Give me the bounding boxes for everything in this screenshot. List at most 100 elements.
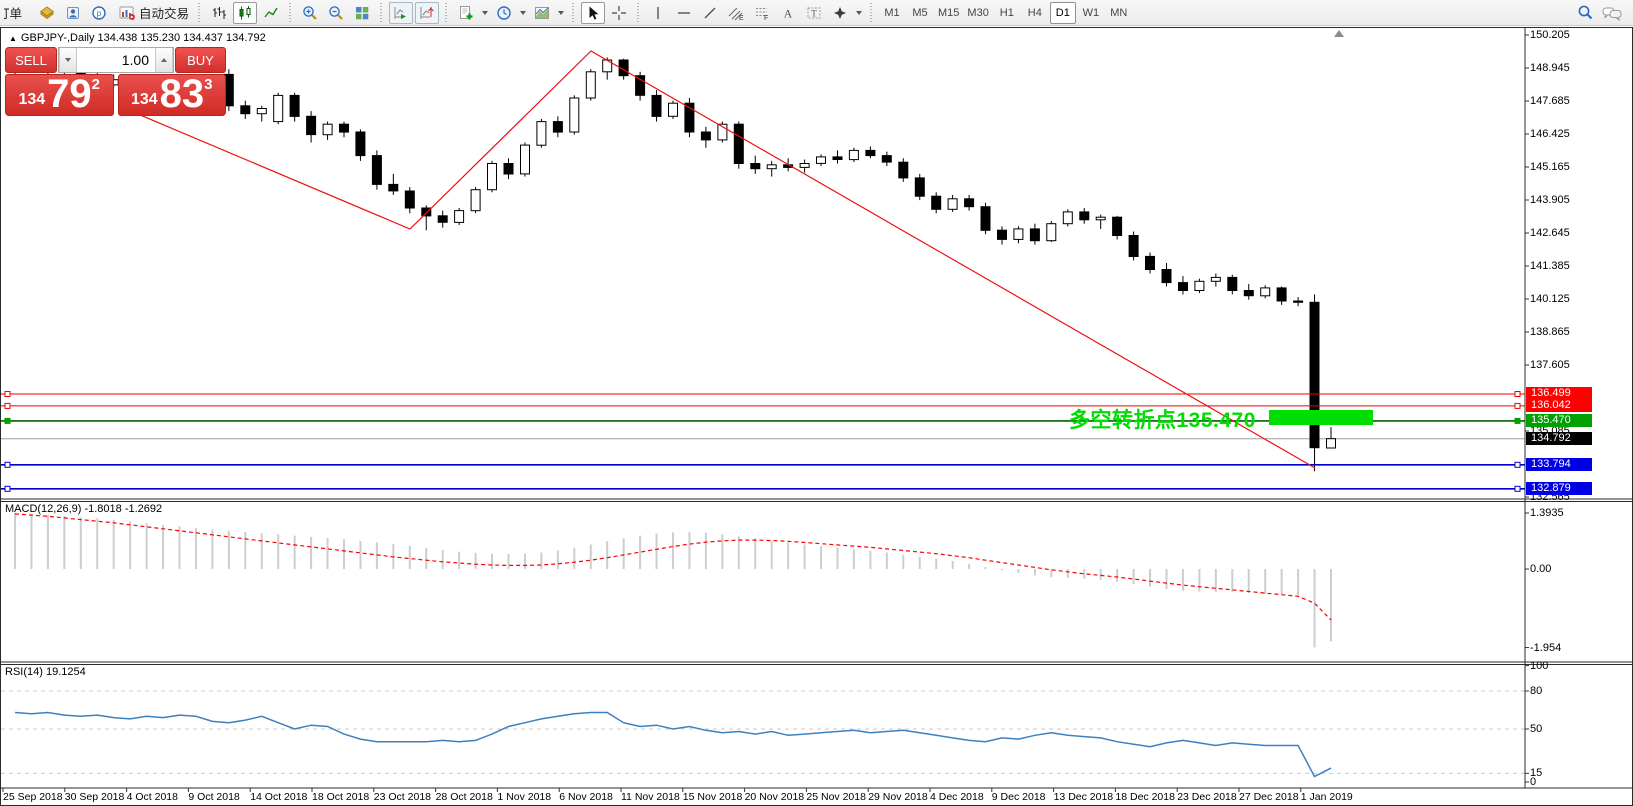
trade-panel-price-row: 134 79 2 134 83 3	[5, 74, 226, 116]
templates-dropdown-caret[interactable]	[558, 10, 565, 15]
tile-windows-button[interactable]	[350, 2, 374, 24]
crosshair-icon	[611, 5, 627, 21]
symbol-marker-icon: ▲	[9, 33, 17, 43]
text-label-icon: T	[806, 5, 822, 21]
sell-price-display[interactable]: 134 79 2	[5, 74, 114, 116]
navigator-icon	[65, 5, 81, 21]
vertical-line-icon	[650, 5, 666, 21]
trendline-button[interactable]	[698, 2, 722, 24]
macd-histogram	[14, 512, 1332, 648]
arrows-dropdown-caret[interactable]	[856, 10, 863, 15]
search-button[interactable]	[1573, 2, 1597, 24]
arrows-button[interactable]	[828, 2, 852, 24]
pivot-annotation-text[interactable]: 多空转折点135.470	[1069, 409, 1256, 432]
zoom-in-icon	[302, 5, 318, 21]
terminal-button[interactable]: p	[87, 2, 111, 24]
timeframe-button-W1[interactable]: W1	[1078, 2, 1104, 24]
rsi-line	[14, 711, 1332, 778]
buy-price-display[interactable]: 134 83 3	[117, 72, 226, 116]
new-chart-dropdown-caret[interactable]	[482, 10, 489, 15]
profiles-button[interactable]	[492, 2, 516, 24]
toolbar-separator	[868, 2, 876, 23]
tile-windows-icon	[354, 5, 370, 21]
chart-candles-button[interactable]	[233, 1, 258, 24]
new-order-label: 订单	[4, 7, 23, 21]
chart-line-button[interactable]	[259, 2, 283, 24]
text-button[interactable]: A	[776, 2, 800, 24]
zoom-in-button[interactable]	[298, 2, 322, 24]
timeframe-button-H1[interactable]: H1	[994, 2, 1020, 24]
auto-scroll-button[interactable]	[389, 1, 414, 24]
chevron-down-icon	[65, 58, 71, 62]
hline-handles[interactable]	[4, 391, 1521, 492]
timeframe-button-MN[interactable]: MN	[1106, 2, 1132, 24]
new-chart-button[interactable]	[454, 2, 478, 24]
timeframe-button-D1[interactable]: D1	[1049, 1, 1076, 24]
auto-scroll-icon	[393, 5, 409, 21]
timeframe-button-M30[interactable]: M30	[964, 2, 991, 24]
trend-zigzag-line[interactable]	[125, 50, 1316, 469]
svg-text:T: T	[811, 8, 817, 18]
buy-price-figure: 134	[130, 91, 158, 108]
timeframe-button-M1[interactable]: M1	[879, 2, 905, 24]
buy-price-pips: 83	[159, 72, 205, 116]
timeframe-button-M15[interactable]: M15	[935, 2, 962, 24]
volume-decrease-button[interactable]	[59, 48, 77, 72]
rsi-gridlines	[1, 690, 1525, 774]
vertical-line-button[interactable]	[646, 2, 670, 24]
toolbar-separator	[443, 2, 451, 23]
macd-indicator-label: MACD(12,26,9) -1.8018 -1.2692	[5, 503, 163, 515]
crosshair-button[interactable]	[607, 2, 631, 24]
pivot-highlight-rect[interactable]	[1269, 410, 1373, 425]
autotrading-button[interactable]: 自动交易	[113, 2, 192, 24]
toolbar-separator	[196, 2, 204, 23]
fibonacci-button[interactable]: F	[750, 2, 774, 24]
toolbar-separator	[570, 2, 578, 23]
autotrading-label: 自动交易	[139, 7, 190, 21]
cursor-icon	[585, 5, 601, 21]
profiles-dropdown-caret[interactable]	[520, 10, 527, 15]
toolbar-separator	[378, 2, 386, 23]
chat-button[interactable]	[1599, 2, 1625, 24]
equidistant-channel-button[interactable]: E	[724, 2, 748, 24]
volume-increase-button[interactable]	[155, 48, 173, 72]
new-order-button[interactable]: 订单	[3, 2, 33, 24]
clock-icon	[496, 5, 512, 21]
chart-shift-icon	[419, 5, 435, 21]
navigator-button[interactable]	[61, 2, 85, 24]
volume-input[interactable]	[77, 48, 155, 72]
buy-button[interactable]: BUY	[175, 47, 226, 73]
chart-shift-marker[interactable]	[1334, 30, 1344, 37]
volume-box	[58, 47, 174, 73]
chat-icon	[1602, 5, 1622, 21]
svg-text:F: F	[764, 15, 768, 21]
chart-canvas[interactable]	[1, 28, 1632, 805]
search-icon	[1577, 4, 1594, 21]
horizontal-level-lines[interactable]	[1, 393, 1525, 490]
horizontal-line-icon	[676, 5, 692, 21]
autotrading-icon	[119, 5, 136, 21]
trendline-icon	[702, 5, 718, 21]
horizontal-line-button[interactable]	[672, 2, 696, 24]
chart-line-icon	[263, 5, 279, 21]
chart-shift-button[interactable]	[415, 1, 440, 24]
templates-button[interactable]	[530, 2, 554, 24]
timeframe-bar: M1 M5 M15 M30 H1 H4 D1 W1 MN	[878, 1, 1133, 24]
chart-window: 150.205 148.945 147.685 146.425 145.165 143.9…	[0, 27, 1633, 806]
cursor-button[interactable]	[581, 1, 606, 24]
text-label-button[interactable]: T	[802, 2, 826, 24]
timeframe-button-M5[interactable]: M5	[907, 2, 933, 24]
macd-signal-line	[14, 513, 1332, 621]
timeframe-button-H4[interactable]: H4	[1022, 2, 1048, 24]
rsi-indicator-label: RSI(14) 19.1254	[5, 666, 86, 678]
chart-bars-button[interactable]	[207, 2, 231, 24]
text-icon: A	[780, 5, 796, 21]
sell-button[interactable]: SELL	[5, 47, 57, 73]
buy-price-point: 3	[204, 76, 213, 93]
axis-tick-marks	[2, 34, 1529, 792]
zoom-out-button[interactable]	[324, 2, 348, 24]
panel-separators[interactable]	[1, 28, 1632, 789]
market-watch-button[interactable]	[35, 2, 59, 24]
toolbar-separator	[635, 2, 643, 23]
trade-panel-top-row: SELL BUY	[5, 47, 226, 73]
